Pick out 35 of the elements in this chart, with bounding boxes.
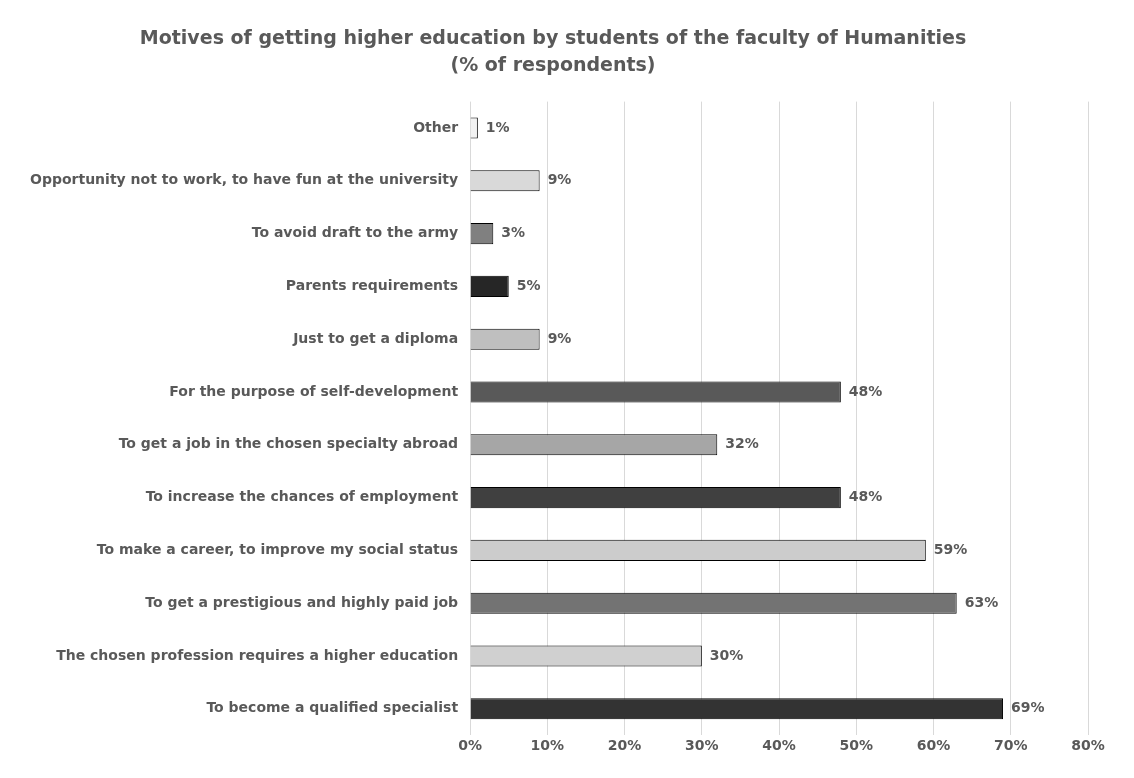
y-tick-label: For the purpose of self-development: [169, 382, 459, 399]
data-label: 9%: [547, 171, 572, 188]
x-tick-label: 60%: [916, 737, 951, 754]
data-label: 69%: [1011, 699, 1045, 716]
x-tick-label: 80%: [1071, 737, 1105, 754]
data-label: 30%: [709, 646, 744, 663]
y-tick-label: Just to get a diploma: [292, 329, 459, 346]
data-label: 9%: [547, 329, 572, 346]
data-label: 63%: [964, 593, 999, 610]
y-tick-label: The chosen profession requires a higher education: [56, 646, 459, 663]
y-tick-label: Other: [413, 118, 459, 135]
x-tick-label: 0%: [458, 737, 483, 754]
x-tick-label: 50%: [839, 737, 874, 754]
data-label: 1%: [485, 118, 510, 135]
data-label: 5%: [516, 277, 541, 294]
data-label: 59%: [933, 541, 968, 558]
data-label: 3%: [501, 224, 526, 241]
y-tick-label: Parents requirements: [285, 277, 459, 294]
data-label: 32%: [725, 435, 759, 452]
y-tick-label: To make a career, to improve my social status: [96, 541, 459, 558]
chart-title: Motives of getting higher education by students of the faculty of Humanities: [139, 26, 967, 49]
data-label: 48%: [848, 382, 883, 399]
x-tick-label: 10%: [530, 737, 565, 754]
x-tick-label: 70%: [994, 737, 1028, 754]
y-tick-label: To increase the chances of employment: [145, 488, 459, 505]
y-tick-label: To get a job in the chosen specialty abroad: [118, 435, 459, 452]
y-tick-label: To avoid draft to the army: [251, 224, 459, 241]
x-tick-label: 20%: [607, 737, 642, 754]
y-tick-label: To become a qualified specialist: [206, 699, 459, 716]
y-tick-label: To get a prestigious and highly paid job: [145, 593, 459, 610]
chart-subtitle: (% of respondents): [450, 53, 656, 76]
y-tick-label: Opportunity not to work, to have fun at the university: [30, 171, 459, 188]
data-label: 48%: [848, 488, 883, 505]
x-tick-label: 30%: [685, 737, 719, 754]
x-tick-label: 40%: [762, 737, 796, 754]
